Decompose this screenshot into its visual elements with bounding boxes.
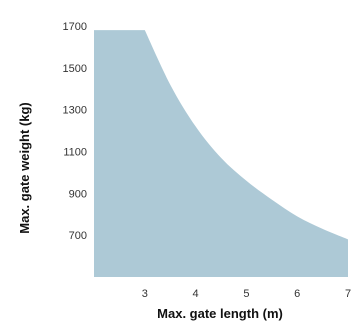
x-tick-label: 5 bbox=[243, 288, 249, 300]
x-tick-label: 6 bbox=[294, 288, 300, 300]
y-tick-label: 1500 bbox=[63, 63, 87, 75]
area-layer bbox=[94, 30, 348, 277]
y-tick-label: 1100 bbox=[63, 147, 87, 159]
x-tick-label: 7 bbox=[345, 288, 351, 300]
y-tick-label: 700 bbox=[69, 230, 87, 242]
y-tick-label: 900 bbox=[69, 188, 87, 200]
y-axis-title: Max. gate weight (kg) bbox=[17, 102, 32, 233]
x-tick-label: 4 bbox=[193, 288, 199, 300]
y-axis-ticks: 700 900 1100 1300 1500 1700 bbox=[63, 21, 87, 242]
x-axis-title: Max. gate length (m) bbox=[157, 306, 283, 321]
y-tick-label: 1300 bbox=[63, 105, 87, 117]
y-tick-label: 1700 bbox=[63, 21, 87, 33]
x-axis-ticks: 3 4 5 6 7 bbox=[142, 288, 351, 300]
area-fill bbox=[94, 30, 348, 277]
x-tick-label: 3 bbox=[142, 288, 148, 300]
